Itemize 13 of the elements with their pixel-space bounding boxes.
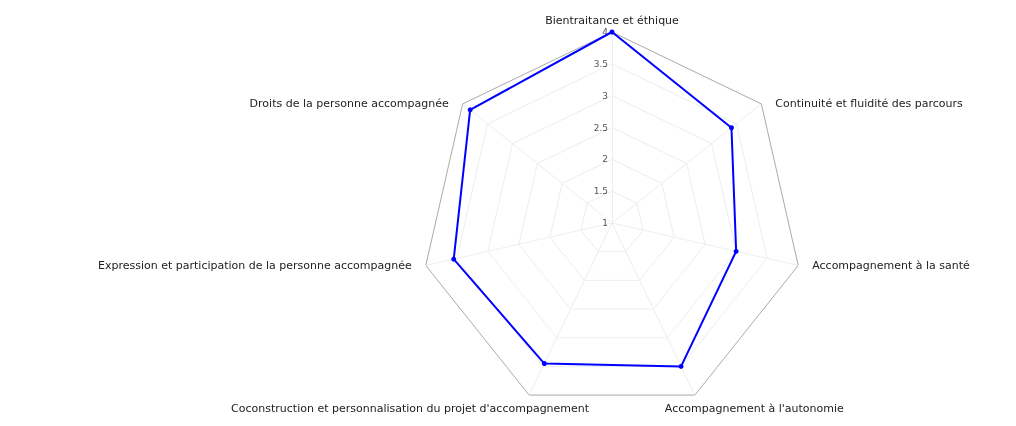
spoke-label: Accompagnement à l'autonomie bbox=[664, 402, 844, 416]
spoke-label: Expression et participation de la personne accompagnée bbox=[98, 259, 413, 272]
spoke-label: Coconstruction et personnalisation du projet d'accompagnement bbox=[231, 402, 590, 416]
spoke-label: Accompagnement à la santé bbox=[812, 259, 971, 272]
y-tick-label: 3.5 bbox=[593, 58, 608, 69]
y-tick-label: 3 bbox=[602, 90, 608, 101]
spoke-label: Droits de la personne accompagnée bbox=[249, 97, 449, 111]
y-tick-label: 1 bbox=[602, 218, 608, 228]
y-tick-label: 1.5 bbox=[593, 186, 608, 197]
spoke-label: Continuité et fluidité des parcours bbox=[775, 97, 964, 111]
y-tick-label: 2 bbox=[602, 154, 608, 165]
y-tick-label: 2.5 bbox=[593, 122, 608, 133]
spoke-label: Bientraitance et éthique bbox=[545, 14, 680, 27]
